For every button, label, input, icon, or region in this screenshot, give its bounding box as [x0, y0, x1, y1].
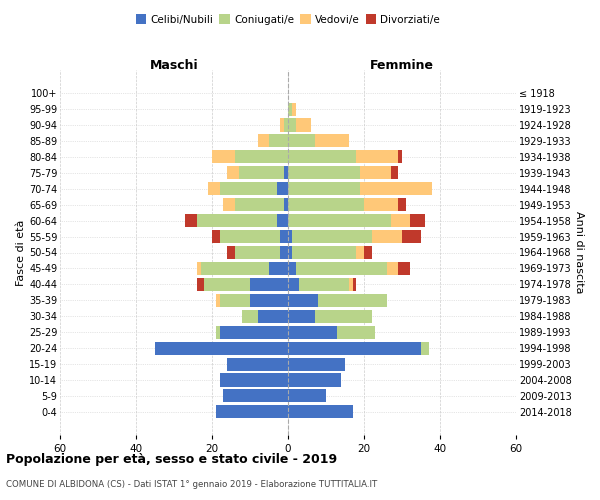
Bar — [356, 150, 398, 164]
Bar — [284, 166, 288, 179]
Bar — [257, 134, 269, 147]
Bar — [197, 262, 200, 275]
Bar — [319, 294, 387, 307]
Bar — [155, 342, 288, 354]
Bar — [391, 166, 398, 179]
Bar — [185, 214, 197, 227]
Bar — [223, 390, 288, 402]
Bar — [269, 134, 288, 147]
Bar — [356, 246, 364, 259]
Bar — [398, 262, 410, 275]
Bar — [216, 326, 220, 338]
Bar — [235, 246, 280, 259]
Bar — [292, 230, 371, 243]
Bar — [288, 102, 292, 116]
Bar — [288, 374, 341, 386]
Bar — [235, 150, 288, 164]
Bar — [277, 214, 288, 227]
Bar — [421, 342, 428, 354]
Y-axis label: Fasce di età: Fasce di età — [16, 220, 26, 286]
Text: Maschi: Maschi — [149, 60, 199, 72]
Bar — [277, 182, 288, 196]
Bar — [220, 294, 250, 307]
Text: COMUNE DI ALBIDONA (CS) - Dati ISTAT 1° gennaio 2019 - Elaborazione TUTTITALIA.I: COMUNE DI ALBIDONA (CS) - Dati ISTAT 1° … — [6, 480, 377, 489]
Bar — [296, 118, 311, 132]
Bar — [402, 230, 421, 243]
Legend: Celibi/Nubili, Coniugati/e, Vedovi/e, Divorziati/e: Celibi/Nubili, Coniugati/e, Vedovi/e, Di… — [131, 10, 445, 29]
Bar — [220, 374, 288, 386]
Bar — [288, 310, 314, 323]
Bar — [220, 230, 280, 243]
Bar — [288, 118, 296, 132]
Bar — [288, 358, 345, 370]
Bar — [197, 278, 205, 291]
Bar — [288, 182, 360, 196]
Bar — [250, 278, 288, 291]
Bar — [364, 198, 398, 211]
Bar — [250, 294, 288, 307]
Bar — [227, 246, 235, 259]
Bar — [205, 278, 250, 291]
Bar — [360, 182, 433, 196]
Bar — [280, 118, 284, 132]
Bar — [296, 262, 387, 275]
Bar — [269, 262, 288, 275]
Bar — [410, 214, 425, 227]
Bar — [371, 230, 402, 243]
Bar — [208, 182, 220, 196]
Bar — [223, 198, 235, 211]
Bar — [212, 230, 220, 243]
Bar — [242, 310, 257, 323]
Bar — [280, 246, 288, 259]
Bar — [391, 214, 410, 227]
Bar — [239, 166, 284, 179]
Bar — [288, 214, 391, 227]
Bar — [280, 230, 288, 243]
Bar — [288, 390, 326, 402]
Bar — [314, 134, 349, 147]
Bar — [299, 278, 349, 291]
Bar — [337, 326, 376, 338]
Bar — [288, 278, 299, 291]
Bar — [227, 166, 239, 179]
Bar — [360, 166, 391, 179]
Bar — [288, 230, 292, 243]
Bar — [387, 262, 398, 275]
Bar — [235, 198, 284, 211]
Bar — [200, 262, 269, 275]
Bar — [364, 246, 371, 259]
Bar — [284, 198, 288, 211]
Bar — [288, 166, 360, 179]
Bar — [220, 326, 288, 338]
Text: Popolazione per età, sesso e stato civile - 2019: Popolazione per età, sesso e stato civil… — [6, 452, 337, 466]
Bar — [227, 358, 288, 370]
Bar — [284, 118, 288, 132]
Bar — [288, 326, 337, 338]
Bar — [288, 406, 353, 418]
Bar — [216, 294, 220, 307]
Bar — [216, 406, 288, 418]
Bar — [288, 246, 292, 259]
Bar — [353, 278, 356, 291]
Bar — [288, 342, 421, 354]
Bar — [288, 294, 319, 307]
Bar — [288, 134, 314, 147]
Bar — [398, 150, 402, 164]
Bar — [197, 214, 277, 227]
Bar — [292, 102, 296, 116]
Bar — [212, 150, 235, 164]
Bar — [349, 278, 353, 291]
Bar — [220, 182, 277, 196]
Bar — [288, 262, 296, 275]
Bar — [288, 150, 356, 164]
Bar — [292, 246, 356, 259]
Y-axis label: Anni di nascita: Anni di nascita — [574, 211, 584, 294]
Bar — [398, 198, 406, 211]
Text: Femmine: Femmine — [370, 60, 434, 72]
Bar — [257, 310, 288, 323]
Bar — [288, 198, 364, 211]
Bar — [314, 310, 371, 323]
